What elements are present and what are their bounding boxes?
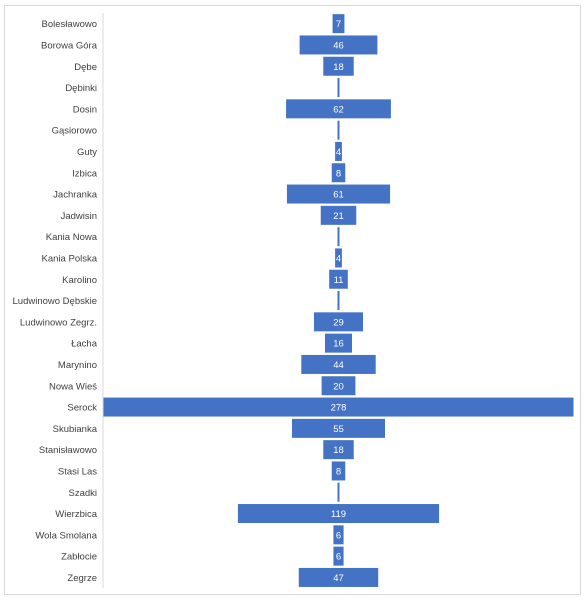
category-label: Zegrze — [67, 573, 97, 584]
bar — [329, 269, 348, 289]
category-label: Dębe — [74, 62, 97, 73]
bar — [292, 418, 385, 438]
category-label: Jachranka — [53, 190, 98, 201]
data-label: 29 — [333, 317, 344, 328]
category-label: Marynino — [58, 360, 97, 371]
chart-frame: Bolesławowo 7 Borowa Góra 46 Dębe 18 Dębinki Do… — [4, 5, 581, 595]
data-label: 6 — [336, 552, 341, 563]
data-label: 16 — [333, 339, 344, 350]
category-label: Karolino — [62, 275, 97, 286]
bar — [324, 333, 353, 353]
bar — [331, 163, 346, 183]
data-label: 278 — [331, 403, 347, 414]
bar — [286, 184, 391, 204]
bar — [335, 248, 342, 268]
data-label: 11 — [334, 275, 344, 286]
bar — [332, 14, 345, 34]
category-label: Szadki — [68, 488, 97, 499]
category-label: Stasi Las — [58, 466, 97, 477]
category-label: Kania Nowa — [46, 232, 98, 243]
bar — [323, 56, 354, 76]
data-label: 18 — [333, 62, 344, 73]
category-label: Borowa Góra — [41, 40, 98, 51]
data-label: 46 — [333, 40, 344, 51]
bar — [299, 35, 378, 55]
data-label: 8 — [336, 466, 341, 477]
data-label: 8 — [336, 168, 341, 179]
category-label: Jadwisin — [61, 211, 97, 222]
bar — [333, 546, 344, 566]
data-label: 7 — [336, 19, 341, 30]
bar — [337, 482, 340, 502]
bar — [321, 376, 356, 396]
bar — [320, 205, 357, 225]
category-label: Stanisławowo — [39, 445, 97, 456]
category-label: Ludwinowo Dębskie — [13, 296, 98, 307]
category-label: Bolesławowo — [42, 19, 97, 30]
category-label: Dębinki — [65, 83, 97, 94]
category-label: Guty — [77, 147, 97, 158]
category-label: Ludwinowo Zegrz. — [20, 317, 97, 328]
bar — [337, 78, 340, 98]
bar — [337, 291, 340, 311]
bar — [337, 120, 340, 140]
category-label: Wierzbica — [55, 509, 97, 520]
category-label: Zabłocie — [61, 552, 97, 563]
data-label: 61 — [333, 190, 344, 201]
data-label: 62 — [333, 104, 344, 115]
data-label: 20 — [333, 381, 344, 392]
data-label: 21 — [333, 211, 344, 222]
category-label: Serock — [67, 403, 97, 414]
bar — [313, 312, 364, 332]
category-label: Dosin — [73, 104, 97, 115]
data-label: 6 — [336, 530, 341, 541]
category-label: Kania Polska — [42, 253, 98, 264]
category-label: Nowa Wieś — [49, 381, 97, 392]
bar — [286, 99, 391, 119]
data-label: 55 — [333, 424, 344, 435]
category-label: Wola Smolana — [35, 530, 97, 541]
bar — [335, 141, 342, 161]
bar — [103, 397, 574, 417]
bar — [337, 227, 340, 247]
category-label: Gąsiorowo — [52, 126, 97, 137]
bar — [331, 461, 346, 481]
data-label: 47 — [333, 573, 344, 584]
bar — [237, 504, 440, 524]
category-label: Łacha — [71, 339, 98, 350]
category-label: Skubianka — [53, 424, 98, 435]
data-label: 18 — [333, 445, 344, 456]
bar — [333, 525, 344, 545]
bar — [323, 440, 354, 460]
data-label: 44 — [333, 360, 344, 371]
data-label: 119 — [331, 509, 346, 520]
data-label: 4 — [336, 253, 341, 264]
category-label: Izbica — [72, 168, 98, 179]
bar — [301, 354, 376, 374]
bar — [298, 567, 379, 587]
data-label: 4 — [336, 147, 341, 158]
